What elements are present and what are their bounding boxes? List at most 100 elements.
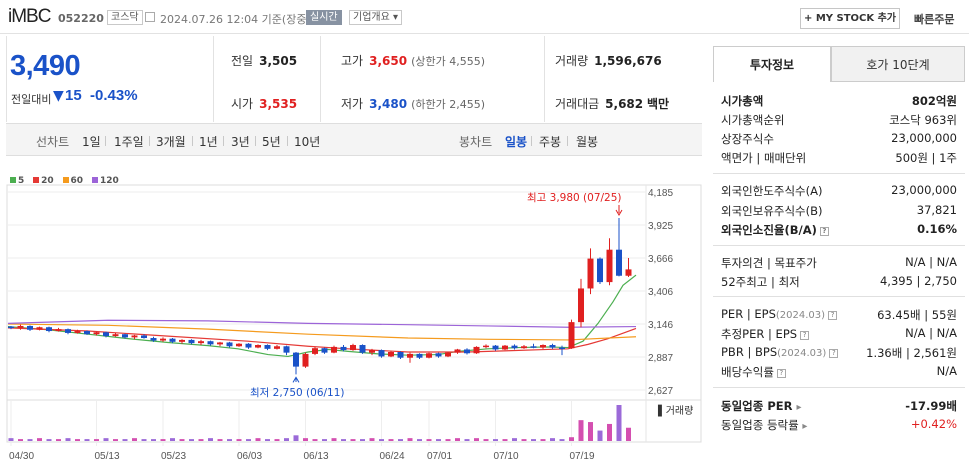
add-my-stock-button[interactable]: + MY STOCK 추가 [800,8,900,29]
stat-sub: (상한가 4,555) [411,55,485,68]
volume-bar [474,438,479,441]
candle-body [226,342,233,347]
candle-body [511,345,518,349]
volume-bar [18,439,23,441]
line-chart-label: 선차트 [36,135,70,149]
volume-bar [531,439,536,441]
eps-label: EPS [754,307,776,321]
candle-body [616,249,622,276]
legend-ma120: 120 [91,176,119,186]
volume-bar [512,438,517,441]
period-1d[interactable]: 1일 [82,135,101,149]
legend-ma60: 60 [62,176,84,186]
volume-bar [521,439,527,441]
legend-label: 20 [41,176,54,186]
help-icon[interactable]: ? [829,349,839,358]
candle-body [150,338,157,341]
foreign-limit-row: 외국인한도주식수(A) 23,000,000 [721,181,957,200]
candle-body [350,345,356,351]
candle-weekly[interactable]: 주봉 [539,135,562,149]
legend-swatch [62,177,69,183]
candle-body [445,352,451,357]
x-tick-label: 07/10 [494,451,519,462]
price-chart[interactable]: 4,185 3,925 3,666 3,406 3,146 2,887 2,627 04/30… [6,184,702,464]
company-info-button[interactable]: 기업개요 ▾ [349,10,403,25]
y-tick-label: 3,146 [648,320,673,331]
legend-label: 60 [70,176,84,186]
volume-bar [398,439,403,441]
row-value: N/A | N/A [905,326,957,340]
volume-bar [426,439,432,441]
divider [713,173,965,174]
row-value: N/A [936,364,957,378]
candle-monthly[interactable]: 월봉 [576,135,599,149]
period-1w[interactable]: 1주일 [114,135,144,149]
volume-bar [255,438,261,441]
volume-bar [483,439,489,441]
candle-body [540,345,546,348]
candle-body [397,352,404,358]
volume-bar [578,420,584,441]
foreign-ratio-row: 외국인소진율(B/A)? 0.16% [721,220,957,239]
volume-bar [550,438,555,441]
shares-row: 상장주식수 23,000,000 [721,129,957,148]
current-price: 3,490 [10,50,81,82]
high-arrow-head [615,209,623,216]
divider [287,136,288,146]
volume-bar [246,439,251,441]
row-value: 63.45배 | 55원 [877,308,957,322]
row-label: 외국인한도주식수(A) [721,184,823,198]
period-5y[interactable]: 5년 [262,135,281,149]
par-label: 액면가 [721,151,753,165]
x-tick-label: 05/23 [161,451,186,462]
eps-year: (2024.03) [775,310,826,321]
volume-bar [607,423,612,441]
divider [213,36,214,122]
volume-bar [284,438,289,441]
x-tick-label: 04/30 [9,451,34,462]
period-3y[interactable]: 3년 [231,135,250,149]
dividend-row: 배당수익률? N/A [721,362,957,381]
tab-orderbook[interactable]: 호가 10단계 [831,46,965,82]
week52-row: 52주최고 | 최저 4,395 | 2,750 [721,272,957,291]
volume-bar [540,439,546,441]
caret-right-icon[interactable]: ▸ [796,402,802,413]
chevron-down-icon: ▾ [393,12,399,23]
candle-body [274,346,280,349]
row-value: 23,000,000 [891,131,957,145]
quick-order-button[interactable]: 빠른주문 [914,13,955,26]
caret-right-icon[interactable]: ▸ [802,421,808,432]
help-icon[interactable]: ? [776,369,786,378]
period-3m[interactable]: 3개월 [156,135,186,149]
high-annotation: 최고 3,980 (07/25) [527,192,622,204]
realtime-badge[interactable]: 실시간 [306,10,342,25]
candle-body [388,352,394,357]
period-1y[interactable]: 1년 [199,135,218,149]
help-icon[interactable]: ? [800,331,810,340]
volume-bar [616,405,622,441]
x-tick-label: 06/13 [304,451,329,462]
industry-rate-label: 동일업종 등락률 [721,418,799,432]
candle-body [8,326,14,329]
volume-bar [170,438,175,441]
row-label: 동일업종 PER ▸ [721,398,802,414]
divider [713,387,965,388]
separator: | [743,307,755,321]
row-label: 외국인소진율(B/A)? [721,222,829,238]
candle-body [454,349,461,353]
stat-value: 3,480 [369,97,408,111]
period-10y[interactable]: 10년 [294,135,321,149]
candle-body [521,346,527,349]
divider [320,36,321,122]
volume-bar [322,439,327,441]
help-icon[interactable]: ? [819,227,829,236]
help-icon[interactable]: ? [828,311,838,320]
candle-daily[interactable]: 일봉 [505,135,528,149]
volume-bar [56,439,61,441]
candle-body [93,332,100,335]
legend-swatch [91,177,98,183]
volume-bar [208,438,213,441]
volume-bar [493,439,498,441]
x-tick-label: 05/13 [95,451,120,462]
tab-investment-info[interactable]: 투자정보 [713,46,831,82]
